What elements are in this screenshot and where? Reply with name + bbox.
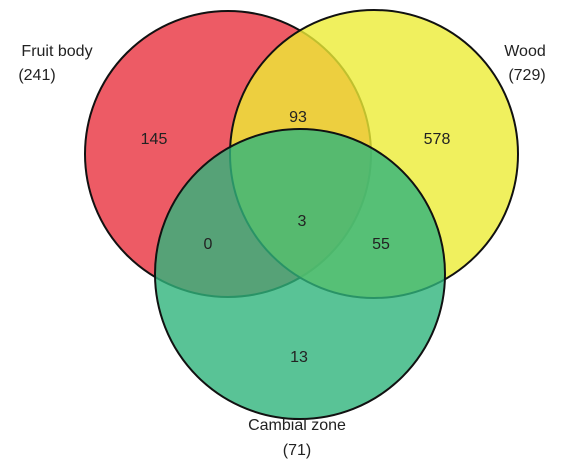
region-count: 93: [289, 109, 307, 126]
region-count: 578: [424, 131, 451, 148]
set-size-label: (241): [18, 67, 55, 84]
set-label: Cambial zone: [248, 417, 346, 434]
set-circle: [154, 128, 446, 420]
set-label: Fruit body: [21, 43, 92, 60]
set-size-label: (729): [508, 67, 545, 84]
region-count: 3: [298, 213, 307, 230]
region-count: 55: [372, 236, 390, 253]
region-count: 13: [290, 349, 308, 366]
region-count: 0: [204, 236, 213, 253]
set-label: Wood: [504, 43, 546, 60]
set-size-label: (71): [283, 442, 311, 459]
region-count: 145: [141, 131, 168, 148]
